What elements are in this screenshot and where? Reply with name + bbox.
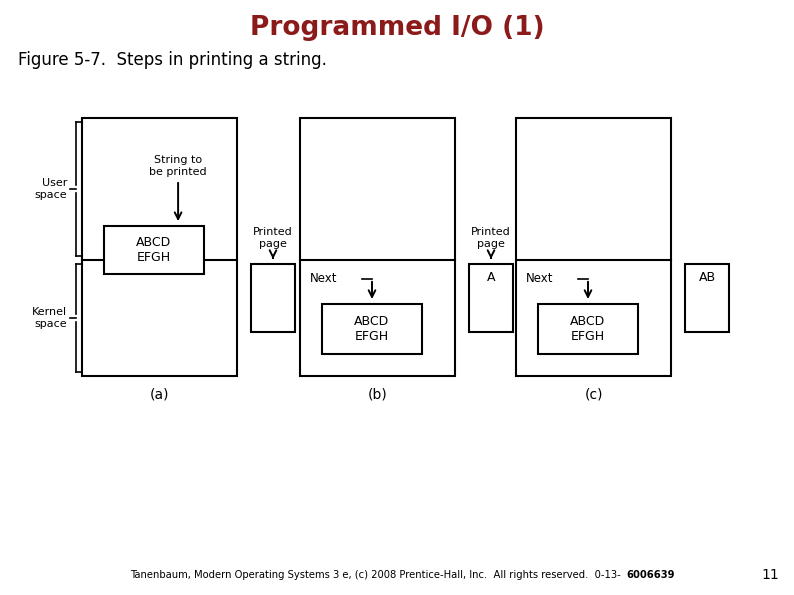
Text: 6006639: 6006639 xyxy=(626,570,674,580)
Bar xyxy=(82,118,237,376)
Text: Programmed I/O (1): Programmed I/O (1) xyxy=(249,15,545,41)
Text: ABCD
EFGH: ABCD EFGH xyxy=(137,236,172,264)
Text: (c): (c) xyxy=(584,387,603,401)
Text: ABCD
EFGH: ABCD EFGH xyxy=(354,315,390,343)
Text: Figure 5-7.  Steps in printing a string.: Figure 5-7. Steps in printing a string. xyxy=(18,51,327,69)
Bar xyxy=(322,304,422,354)
Text: Next: Next xyxy=(310,273,337,286)
Text: Printed
page: Printed page xyxy=(471,227,511,249)
Bar xyxy=(251,264,295,332)
Text: (b): (b) xyxy=(368,387,387,401)
Bar xyxy=(516,118,671,376)
Bar xyxy=(300,118,455,376)
Bar xyxy=(469,264,513,332)
Text: AB: AB xyxy=(699,271,715,284)
Text: Printed
page: Printed page xyxy=(253,227,293,249)
Text: 11: 11 xyxy=(761,568,779,582)
Text: String to
be printed: String to be printed xyxy=(149,155,207,177)
Text: (a): (a) xyxy=(150,387,169,401)
Bar xyxy=(685,264,729,332)
Bar xyxy=(104,226,204,274)
Text: ABCD
EFGH: ABCD EFGH xyxy=(570,315,606,343)
Text: A: A xyxy=(487,271,495,284)
Text: Next: Next xyxy=(526,273,553,286)
Text: Kernel
space: Kernel space xyxy=(32,307,67,329)
Text: Tanenbaum, Modern Operating Systems 3 e, (c) 2008 Prentice-Hall, Inc.  All right: Tanenbaum, Modern Operating Systems 3 e,… xyxy=(130,570,621,580)
Bar xyxy=(538,304,638,354)
Text: User
space: User space xyxy=(34,178,67,200)
